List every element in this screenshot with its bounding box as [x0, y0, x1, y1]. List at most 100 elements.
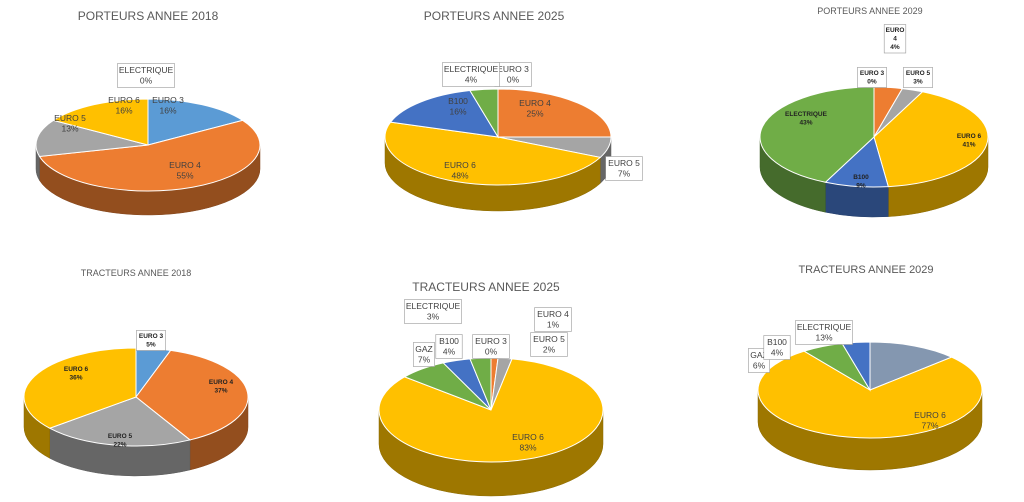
data-label-value: 83%	[519, 443, 536, 453]
data-label-name: ELECTRIQUE	[785, 111, 828, 118]
data-label-euro-5: EURO 513%	[54, 113, 86, 134]
data-label-name: EURO 4	[537, 309, 569, 319]
data-label-name: EURO 4	[209, 379, 234, 386]
data-label-value: 25%	[526, 109, 543, 119]
pie-slice-electrique	[469, 88, 499, 139]
pie-slice-euro-6	[757, 350, 983, 439]
pie-slice-euro-6	[52, 98, 149, 146]
data-label-euro-3: EURO 316%	[152, 95, 184, 116]
data-label-value: 7%	[418, 355, 431, 365]
data-label-name: EURO 4	[169, 160, 201, 170]
data-label-value: 0%	[140, 76, 153, 86]
data-label-name: EURO 3	[475, 336, 507, 346]
data-label-euro-6: EURO 648%	[444, 160, 476, 181]
data-label-euro-5: EURO 57%	[605, 156, 643, 181]
data-label-euro-6: EURO 616%	[108, 95, 140, 116]
data-label-name: B100	[853, 174, 869, 181]
data-label-name: ELECTRIQUE	[119, 65, 174, 75]
data-label-value: 55%	[176, 171, 193, 181]
data-label-name: EURO 5	[608, 158, 640, 168]
data-label-value: 1%	[547, 320, 560, 330]
data-label-name: B100	[448, 96, 468, 106]
data-label-name: EURO 6	[64, 366, 89, 373]
data-label-value: 48%	[451, 171, 468, 181]
data-label-name: EURO 5	[108, 433, 133, 440]
data-label-value: 0%	[867, 79, 877, 86]
data-label-euro-4: EURO 41%	[534, 307, 572, 332]
data-label-value: 6%	[753, 361, 766, 371]
data-label-value: 41%	[962, 142, 975, 149]
data-label-value: 3%	[913, 79, 923, 86]
data-label-name: EURO 3	[860, 70, 885, 77]
data-label-name: ELECTRIQUE	[444, 64, 499, 74]
data-label-euro-4: EURO 425%	[519, 98, 551, 119]
data-label-value: 5%	[146, 342, 156, 349]
data-label-name: EURO 6	[957, 133, 982, 140]
data-label-euro-5: EURO 5 3%	[902, 67, 933, 88]
data-label-name: EURO 3	[152, 95, 184, 105]
data-label-name: 4	[893, 36, 897, 43]
pie-slice-euro-3	[147, 98, 244, 146]
data-label-value: 7%	[618, 169, 631, 179]
chart-title-porteurs-2018: PORTEURS ANNEE 2018	[78, 9, 219, 23]
data-label-euro-3: EURO 30%	[472, 334, 510, 359]
data-label-euro-4: EURO 4 37%	[209, 379, 234, 395]
pie-slice-euro-5	[35, 119, 149, 157]
data-label-euro-6: EURO 683%	[512, 432, 544, 453]
pie-slice-euro-6	[873, 91, 989, 188]
data-label-value: 22%	[113, 442, 126, 449]
pie-slice-b100	[389, 89, 499, 138]
data-label-value: 4%	[890, 44, 900, 51]
pie-slice-euro-6	[384, 121, 602, 186]
data-label-name: EURO 6	[914, 410, 946, 420]
data-label-value: 4%	[465, 75, 478, 85]
data-label-value: 16%	[159, 106, 176, 116]
data-label-value: 16%	[115, 106, 132, 116]
data-label-euro-3: EURO 30%	[494, 62, 532, 87]
data-label-value: 4%	[443, 347, 456, 357]
data-label-name: ELECTRIQUE	[406, 301, 461, 311]
pie-chart-2: EURO 30% EURO 425% EURO 57% EURO 648% B10016…	[384, 62, 643, 212]
data-label-euro-5: EURO 52%	[530, 332, 568, 357]
data-label-euro-4: EURO 455%	[169, 160, 201, 181]
chart-title-tracteurs-2029: TRACTEURS ANNEE 2029	[798, 264, 933, 276]
pie-slice-euro-6	[378, 358, 604, 463]
data-label-value: 13%	[61, 124, 78, 134]
data-label-value: 2%	[543, 345, 556, 355]
chart-title-porteurs-2029: PORTEURS ANNEE 2029	[817, 6, 922, 16]
data-label-name: EURO 5	[533, 334, 565, 344]
data-label-value: 37%	[214, 388, 227, 395]
data-label-name: EURO 3	[497, 64, 529, 74]
data-label-electrique: ELECTRIQUE 43%	[785, 111, 828, 127]
data-label-euro-3: EURO 3 5%	[136, 330, 167, 351]
data-label-name: B100	[439, 336, 459, 346]
data-label-euro-3: EURO 3 0%	[856, 67, 887, 88]
data-label-value: 0%	[485, 347, 498, 357]
data-label-euro-5: EURO 5 22%	[108, 433, 133, 449]
data-label-value: 0%	[507, 75, 520, 85]
data-label-euro-6: EURO 677%	[914, 410, 946, 431]
data-label-value: 36%	[69, 375, 82, 382]
data-label-name: EURO 6	[108, 95, 140, 105]
pie-slice-electrique	[759, 86, 875, 183]
data-label-name: EURO	[886, 27, 905, 34]
data-label-name: EURO 5	[906, 70, 931, 77]
pie-slice-euro-6	[23, 347, 137, 429]
pie-chart-4: EURO 3 5% EURO 4 37% EURO 5 22% EURO 6 36%	[23, 330, 249, 477]
data-label-euro-6: EURO 6 41%	[957, 133, 982, 149]
pie-slice-euro-4	[135, 349, 249, 441]
data-label-b100: B100 9%	[853, 174, 869, 190]
data-label-value: 9%	[856, 183, 866, 190]
data-label-name: EURO 6	[444, 160, 476, 170]
data-label-value: 77%	[921, 421, 938, 431]
pie-chart-3: EURO 3 0% EURO 44% EURO 5 3% EURO 6 41% B100 9% EL…	[759, 24, 989, 218]
pie-slice-euro-4	[497, 88, 612, 138]
